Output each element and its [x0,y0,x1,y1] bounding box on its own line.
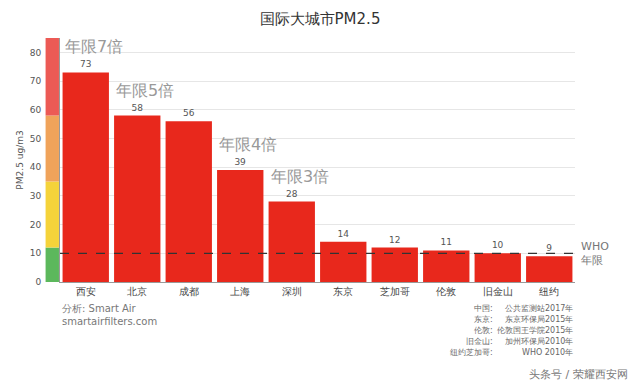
svg-text:加州环保局2010年: 加州环保局2010年 [505,337,573,346]
svg-text:39: 39 [234,157,246,167]
svg-text:80: 80 [30,48,42,58]
svg-text:伦敦:: 伦敦: [474,326,493,335]
svg-text:20: 20 [30,220,42,230]
svg-text:28: 28 [286,189,298,199]
svg-text:上海: 上海 [230,286,250,297]
svg-text:smartairfilters.com: smartairfilters.com [62,316,157,327]
svg-text:东京: 东京 [333,286,353,297]
svg-text:14: 14 [337,229,349,239]
svg-text:PM2.5 ug/m3: PM2.5 ug/m3 [15,130,25,189]
svg-text:40: 40 [30,162,42,172]
svg-text:深圳: 深圳 [282,286,302,297]
svg-text:中国:: 中国: [474,304,493,313]
svg-text:旧金山: 旧金山 [483,286,513,297]
svg-text:年限5倍: 年限5倍 [116,81,174,100]
svg-text:旧金山:: 旧金山: [466,337,493,346]
svg-text:0: 0 [35,277,41,287]
svg-text:年限3倍: 年限3倍 [271,167,329,186]
svg-text:纽约芝加哥:: 纽约芝加哥: [450,348,493,357]
svg-text:10: 10 [492,240,504,250]
svg-text:10: 10 [30,248,42,258]
svg-text:50: 50 [30,134,42,144]
svg-text:WHO 2010年: WHO 2010年 [522,348,573,357]
svg-text:成都: 成都 [179,286,199,297]
svg-text:伦敦国王学院2015年: 伦敦国王学院2015年 [497,326,573,335]
svg-text:WHO年限: WHO年限 [581,240,609,267]
svg-text:西安: 西安 [76,286,96,297]
svg-text:30: 30 [30,191,42,201]
svg-text:纽约: 纽约 [539,286,559,297]
svg-text:9: 9 [546,243,552,253]
svg-text:12: 12 [389,235,400,245]
svg-text:国际大城市PM2.5: 国际大城市PM2.5 [260,10,381,28]
svg-text:东京环保局2015年: 东京环保局2015年 [505,315,573,324]
svg-text:北京: 北京 [127,286,147,297]
svg-text:11: 11 [441,237,452,247]
svg-text:年限7倍: 年限7倍 [65,37,123,56]
svg-text:公共监测站2017年: 公共监测站2017年 [505,304,573,313]
svg-text:分析: Smart Air: 分析: Smart Air [62,303,137,314]
svg-text:58: 58 [131,103,143,113]
svg-text:芝加哥: 芝加哥 [380,286,410,297]
svg-text:70: 70 [30,76,42,86]
svg-text:56: 56 [183,108,195,118]
svg-text:年限4倍: 年限4倍 [219,135,277,154]
svg-text:东京:: 东京: [474,315,493,324]
svg-text:头条号 / 荣耀西安网: 头条号 / 荣耀西安网 [529,368,628,381]
svg-text:60: 60 [30,105,42,115]
svg-text:73: 73 [80,59,91,69]
svg-text:伦敦: 伦敦 [436,286,456,297]
